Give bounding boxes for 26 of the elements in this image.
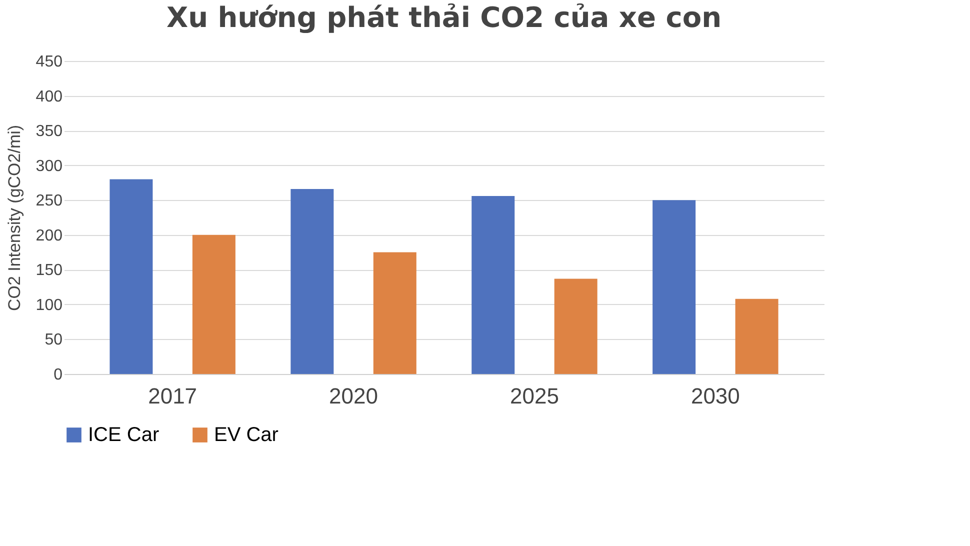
bar [110,179,153,374]
bar [192,234,236,374]
x-tick-label: 2017 [148,384,198,408]
bar [735,298,778,374]
y-tick-label: 400 [36,88,63,106]
y-tick-label: 50 [44,332,63,349]
bar [290,188,334,374]
y-tick-label: 100 [36,296,63,314]
legend-label: ICE Car [88,424,160,446]
y-tick-label: 300 [36,158,63,175]
y-tick-label: 250 [36,192,63,210]
y-tick-label: 150 [36,262,63,280]
chart-title: Xu hướng phát thải CO2 của xe con [166,1,722,34]
y-tick-label: 200 [36,227,63,244]
bar [554,278,598,374]
bar [472,196,515,374]
x-tick-label: 2020 [329,384,378,408]
legend-label: EV Car [214,424,279,446]
x-tick-label: 2030 [690,384,740,408]
bar [652,200,696,374]
bar [373,252,416,374]
y-axis-title: CO2 Intensity (gCO2/mi) [4,124,24,312]
y-tick-label: 450 [36,54,63,70]
y-tick-label: 0 [54,366,63,384]
x-tick-label: 2025 [510,384,559,408]
y-tick-label: 350 [36,123,63,140]
